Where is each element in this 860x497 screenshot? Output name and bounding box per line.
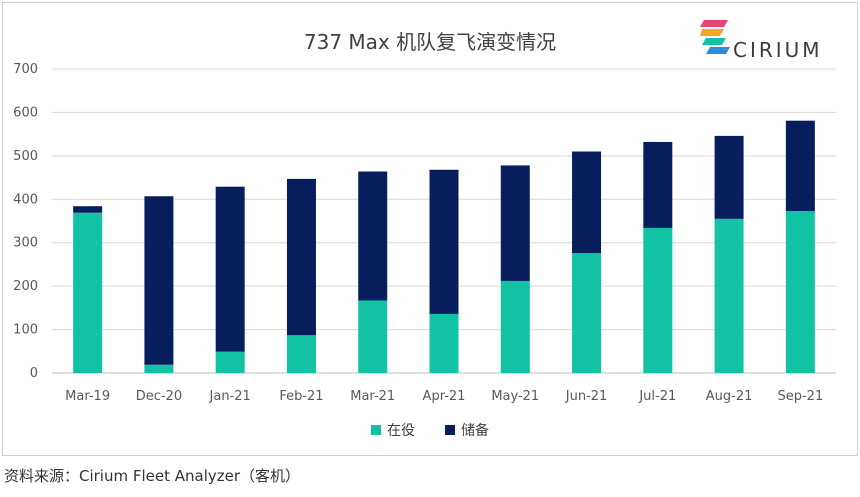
bar-in-service — [286, 335, 316, 373]
x-tick-label: Dec-20 — [136, 389, 182, 404]
x-tick-label: Jul-21 — [638, 389, 676, 404]
y-tick-label: 300 — [13, 236, 38, 251]
legend-label-in-service: 在役 — [387, 423, 415, 439]
bar-in-service — [144, 364, 174, 373]
x-tick-label: Jun-21 — [565, 389, 608, 404]
x-tick-label: Mar-21 — [350, 389, 395, 404]
y-tick-label: 600 — [13, 105, 38, 120]
bar-in-service — [714, 218, 744, 373]
bar-chart: 0 100 200 300 400 500 600 700 Mar-19 Dec-20 Jan-21… — [13, 62, 836, 404]
bar-storage — [714, 135, 744, 219]
legend-swatch-storage — [445, 425, 455, 435]
bar-storage — [358, 171, 388, 301]
bar-storage — [429, 169, 459, 314]
y-tick-label: 0 — [30, 366, 38, 381]
x-tick-label: Jan-21 — [209, 389, 251, 404]
x-tick-label: Feb-21 — [279, 389, 323, 404]
bar-in-service — [429, 313, 459, 373]
x-tick-label: Aug-21 — [706, 389, 753, 404]
bar-storage — [215, 186, 245, 352]
cirium-logo-icon — [700, 20, 730, 54]
y-tick-label: 200 — [13, 279, 38, 294]
bar-in-service — [785, 211, 815, 373]
bar-in-service — [215, 351, 245, 373]
logo-text: CIRIUM — [733, 38, 823, 62]
bar-in-service — [500, 280, 530, 373]
chart-title: 737 Max 机队复飞演变情况 — [303, 30, 557, 54]
bar-storage — [500, 165, 530, 281]
legend-item-in-service: 在役 — [371, 420, 415, 440]
bar-in-service — [358, 300, 388, 373]
bar-storage — [785, 120, 815, 212]
bar-storage — [286, 178, 316, 336]
bar-in-service — [572, 253, 602, 373]
legend: 在役 储备 — [0, 420, 860, 440]
bar-in-service — [73, 212, 103, 373]
x-tick-label: May-21 — [491, 389, 539, 404]
bar-storage — [73, 206, 103, 213]
bar-in-service — [643, 227, 673, 373]
bar-storage — [572, 151, 602, 254]
y-tick-label: 500 — [13, 149, 38, 164]
bar-storage — [643, 141, 673, 228]
y-tick-label: 700 — [13, 62, 38, 77]
x-tick-label: Apr-21 — [423, 389, 466, 404]
source-note: 资料来源：Cirium Fleet Analyzer（客机） — [4, 467, 301, 485]
legend-item-storage: 储备 — [445, 420, 489, 440]
legend-swatch-in-service — [371, 425, 381, 435]
x-tick-label: Sep-21 — [777, 389, 823, 404]
bar-storage — [144, 196, 174, 365]
x-tick-label: Mar-19 — [65, 389, 110, 404]
y-tick-label: 100 — [13, 323, 38, 338]
legend-label-storage: 储备 — [461, 423, 489, 439]
y-tick-label: 400 — [13, 192, 38, 207]
